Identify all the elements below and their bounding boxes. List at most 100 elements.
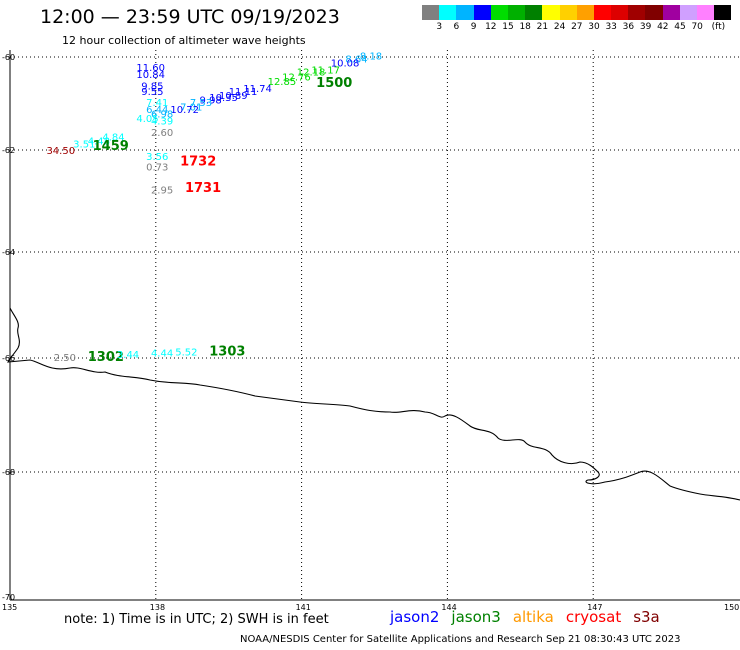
swh-value-label: 9.55 xyxy=(141,87,163,98)
swh-value-label: 8.64 xyxy=(345,55,367,66)
pass-time-label: 1302 xyxy=(88,350,124,365)
swh-value-label: 7.41 xyxy=(146,98,168,109)
swh-value-label: 4.84 xyxy=(102,133,124,144)
swh-value-label: 4.48 xyxy=(88,136,110,147)
swh-value-label: 10.08 xyxy=(331,58,360,69)
latitude-label: -68 xyxy=(2,468,15,477)
longitude-label: 141 xyxy=(296,603,311,610)
colorbar-label: 27 xyxy=(571,22,583,32)
swh-value-label: 6.44 xyxy=(146,105,168,116)
swh-value-label: 4.05 xyxy=(136,114,158,125)
colorbar-swatch xyxy=(507,5,526,20)
latitude-label: -66 xyxy=(2,354,15,363)
colorbar-label: 30 xyxy=(588,22,600,32)
pass-time-label: 1500 xyxy=(316,76,352,91)
pass-time-label: 1303 xyxy=(209,344,245,359)
footnote: note: 1) Time is in UTC; 2) SWH is in fe… xyxy=(64,612,329,627)
swh-value-label: 9.98 xyxy=(200,96,222,107)
colorbar-label: (ft) xyxy=(711,22,726,32)
colorbar-swatch xyxy=(628,5,646,20)
swh-value-label: 9.85 xyxy=(141,82,163,93)
swh-value-label: 12.85 xyxy=(268,77,297,88)
colorbar-swatch xyxy=(714,5,732,20)
colorbar-label: 24 xyxy=(553,22,566,32)
legend-item-jason2: jason2 xyxy=(390,608,440,626)
colorbar-label: 21 xyxy=(536,22,549,32)
swh-value-label: 7.53 xyxy=(190,98,212,109)
longitude-label: 147 xyxy=(587,603,602,610)
legend-item-altika: altika xyxy=(512,608,554,626)
swh-value-label: 2.50 xyxy=(54,353,76,364)
swh-value-label: 11.11 xyxy=(229,87,258,98)
colorbar-label: 36 xyxy=(622,22,635,32)
pass-time-label: 1459 xyxy=(93,139,129,154)
swh-value-label: 8.18 xyxy=(360,51,382,62)
swh-value-label: 3.56 xyxy=(146,152,168,163)
map-frame xyxy=(9,50,740,601)
colorbar-swatch xyxy=(679,5,697,20)
swh-value-label: 0.73 xyxy=(146,162,168,173)
colorbar-swatch xyxy=(559,5,577,20)
colorbar-swatch xyxy=(576,5,594,20)
colorbar-swatch xyxy=(439,5,457,20)
colorbar-label: 33 xyxy=(605,22,617,32)
swh-value-label: 4.44 xyxy=(151,348,173,359)
colorbar-swatch xyxy=(662,5,680,20)
map-subtitle: 12 hour collection of altimeter wave hei… xyxy=(62,34,306,47)
pass-time-label: 1731 xyxy=(185,181,221,196)
colorbar-label: 15 xyxy=(502,22,514,32)
swh-value-label: 12.76 xyxy=(282,72,311,83)
colorbar-swatch xyxy=(422,5,440,20)
colorbar-label: 39 xyxy=(639,22,652,32)
swh-value-label: 6.98 xyxy=(151,109,173,120)
credit-line: NOAA/NESDIS Center for Satellite Applica… xyxy=(240,634,681,645)
wave-height-colorbar xyxy=(422,5,732,20)
longitude-label: 135 xyxy=(2,603,17,610)
colorbar-swatch xyxy=(611,5,629,20)
colorbar-swatch xyxy=(645,5,663,20)
colorbar-label: 3 xyxy=(436,22,443,32)
colorbar-label: 70 xyxy=(691,22,703,32)
satellite-legend: jason2 jason3 altika cryosat s3a xyxy=(390,608,672,626)
swh-value-label: 3.51 xyxy=(73,140,95,151)
legend-item-jason3: jason3 xyxy=(451,608,501,626)
latitude-label: -64 xyxy=(2,248,15,257)
swh-value-label: 5.52 xyxy=(175,347,197,358)
latitude-label: -70 xyxy=(2,593,15,602)
legend-item-cryosat: cryosat xyxy=(565,608,622,626)
map-title: 12:00 — 23:59 UTC 09/19/2023 xyxy=(40,6,340,28)
colorbar-swatch xyxy=(490,5,508,20)
swh-value-label: 12.18 xyxy=(297,68,326,79)
swh-value-label: 10.72 xyxy=(170,105,199,116)
colorbar-label: 6 xyxy=(453,22,460,32)
colorbar-label: 9 xyxy=(470,22,477,32)
longitude-label: 144 xyxy=(441,603,456,610)
swh-value-label: 10.35 xyxy=(209,93,238,104)
colorbar-label: 42 xyxy=(657,22,669,32)
swh-value-label: 10.84 xyxy=(136,70,165,81)
colorbar-swatch xyxy=(473,5,491,20)
swh-value-label: 3.44 xyxy=(117,350,139,361)
colorbar-label: 18 xyxy=(519,22,531,32)
latitude-label: -62 xyxy=(2,146,15,155)
swh-value-label: 11.60 xyxy=(136,63,165,74)
colorbar-swatch xyxy=(593,5,612,20)
legend-item-s3a: s3a xyxy=(633,608,660,626)
colorbar-label: 12 xyxy=(485,22,497,32)
swh-value-label: 4.39 xyxy=(151,116,173,127)
colorbar-swatch xyxy=(542,5,560,20)
colorbar-swatch xyxy=(697,5,715,20)
colorbar-swatch xyxy=(525,5,543,20)
swh-value-label: 11.74 xyxy=(243,84,272,95)
colorbar-labels: 3 6 9 12 15 18 21 24 27 30 33 36 39 42 45 70 (ft) xyxy=(422,22,740,34)
swh-value-label: 34.50 xyxy=(46,146,75,157)
coastline xyxy=(7,307,740,501)
longitude-label: 138 xyxy=(150,603,165,610)
swh-value-label: 2.95 xyxy=(151,185,173,196)
colorbar-label: 45 xyxy=(674,22,686,32)
swh-value-label: 11.17 xyxy=(311,65,340,76)
colorbar-swatch xyxy=(456,5,474,20)
swh-value-label: 2.60 xyxy=(151,128,173,139)
